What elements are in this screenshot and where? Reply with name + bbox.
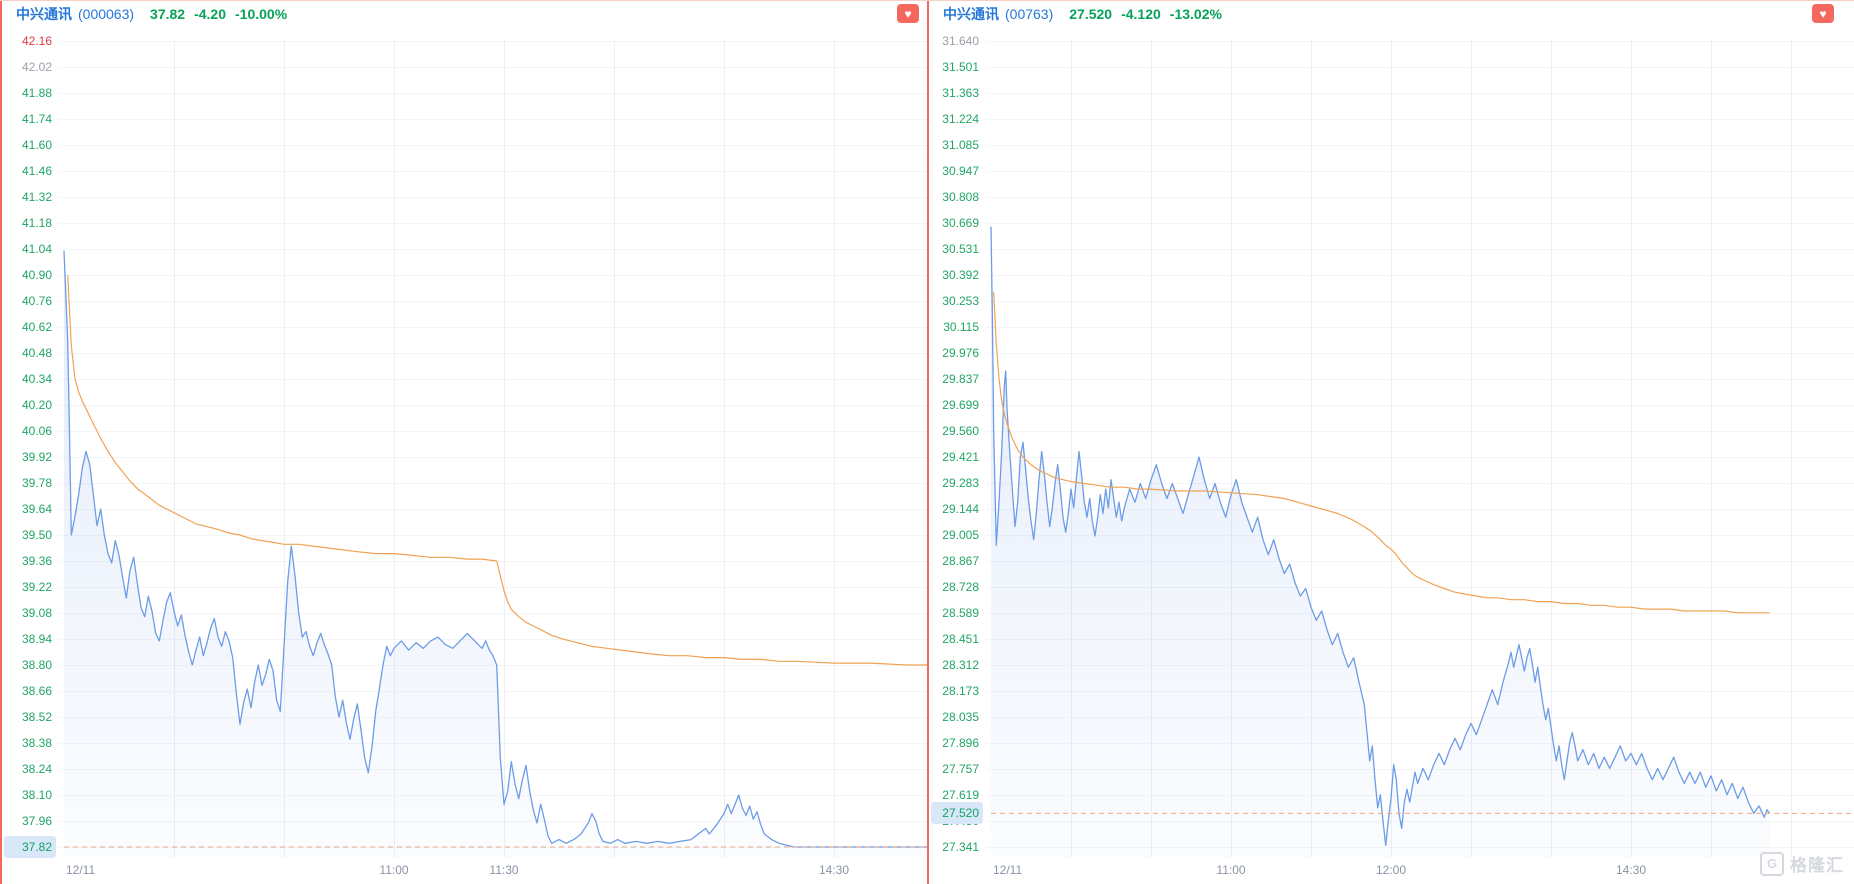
stock-name: 中兴通讯 bbox=[943, 6, 999, 22]
price-change: -4.120 bbox=[1121, 6, 1161, 22]
price-change-percent: -13.02% bbox=[1169, 6, 1222, 22]
stock-name: 中兴通讯 bbox=[16, 6, 72, 22]
stock-code: (000063) bbox=[78, 6, 135, 22]
current-price-tag: 27.520 bbox=[931, 802, 983, 824]
stock-code: (00763) bbox=[1005, 6, 1054, 22]
last-price: 37.82 bbox=[150, 6, 186, 22]
current-price-tag: 37.82 bbox=[4, 836, 56, 858]
gelonghui-logo-icon: G bbox=[1760, 851, 1784, 876]
favorite-button[interactable]: ♥ bbox=[897, 4, 919, 23]
chart-lines bbox=[63, 250, 929, 857]
chart-lines bbox=[990, 226, 1854, 858]
watermark-gelonghui: G 格隆汇 bbox=[1760, 851, 1844, 876]
stock-header: 中兴通讯 (000063) 37.82 -4.20 -10.00% ♥ bbox=[2, 1, 927, 27]
favorite-button[interactable]: ♥ bbox=[1812, 4, 1834, 23]
watermark-text: 格隆汇 bbox=[1790, 856, 1844, 875]
heart-icon: ♥ bbox=[904, 6, 912, 21]
price-change-percent: -10.00% bbox=[235, 6, 288, 22]
stock-panel-h-share: 中兴通讯 (00763) 27.520 -4.120 -13.02% ♥ 31.… bbox=[927, 1, 1854, 884]
intraday-chart-area[interactable]: 42.16 42.02 41.88 41.74 41.60 41.46 41.32 41.18… bbox=[2, 1, 929, 884]
last-price: 27.520 bbox=[1069, 6, 1113, 22]
price-change: -4.20 bbox=[194, 6, 227, 22]
stock-header: 中兴通讯 (00763) 27.520 -4.120 -13.02% ♥ bbox=[929, 1, 1854, 27]
stock-panel-a-share: 中兴通讯 (000063) 37.82 -4.20 -10.00% ♥ 42.1… bbox=[0, 1, 929, 884]
intraday-chart-area[interactable]: 31.640 31.501 31.363 31.224 31.085 30.947 30.8… bbox=[929, 1, 1854, 884]
heart-icon: ♥ bbox=[1819, 6, 1827, 21]
